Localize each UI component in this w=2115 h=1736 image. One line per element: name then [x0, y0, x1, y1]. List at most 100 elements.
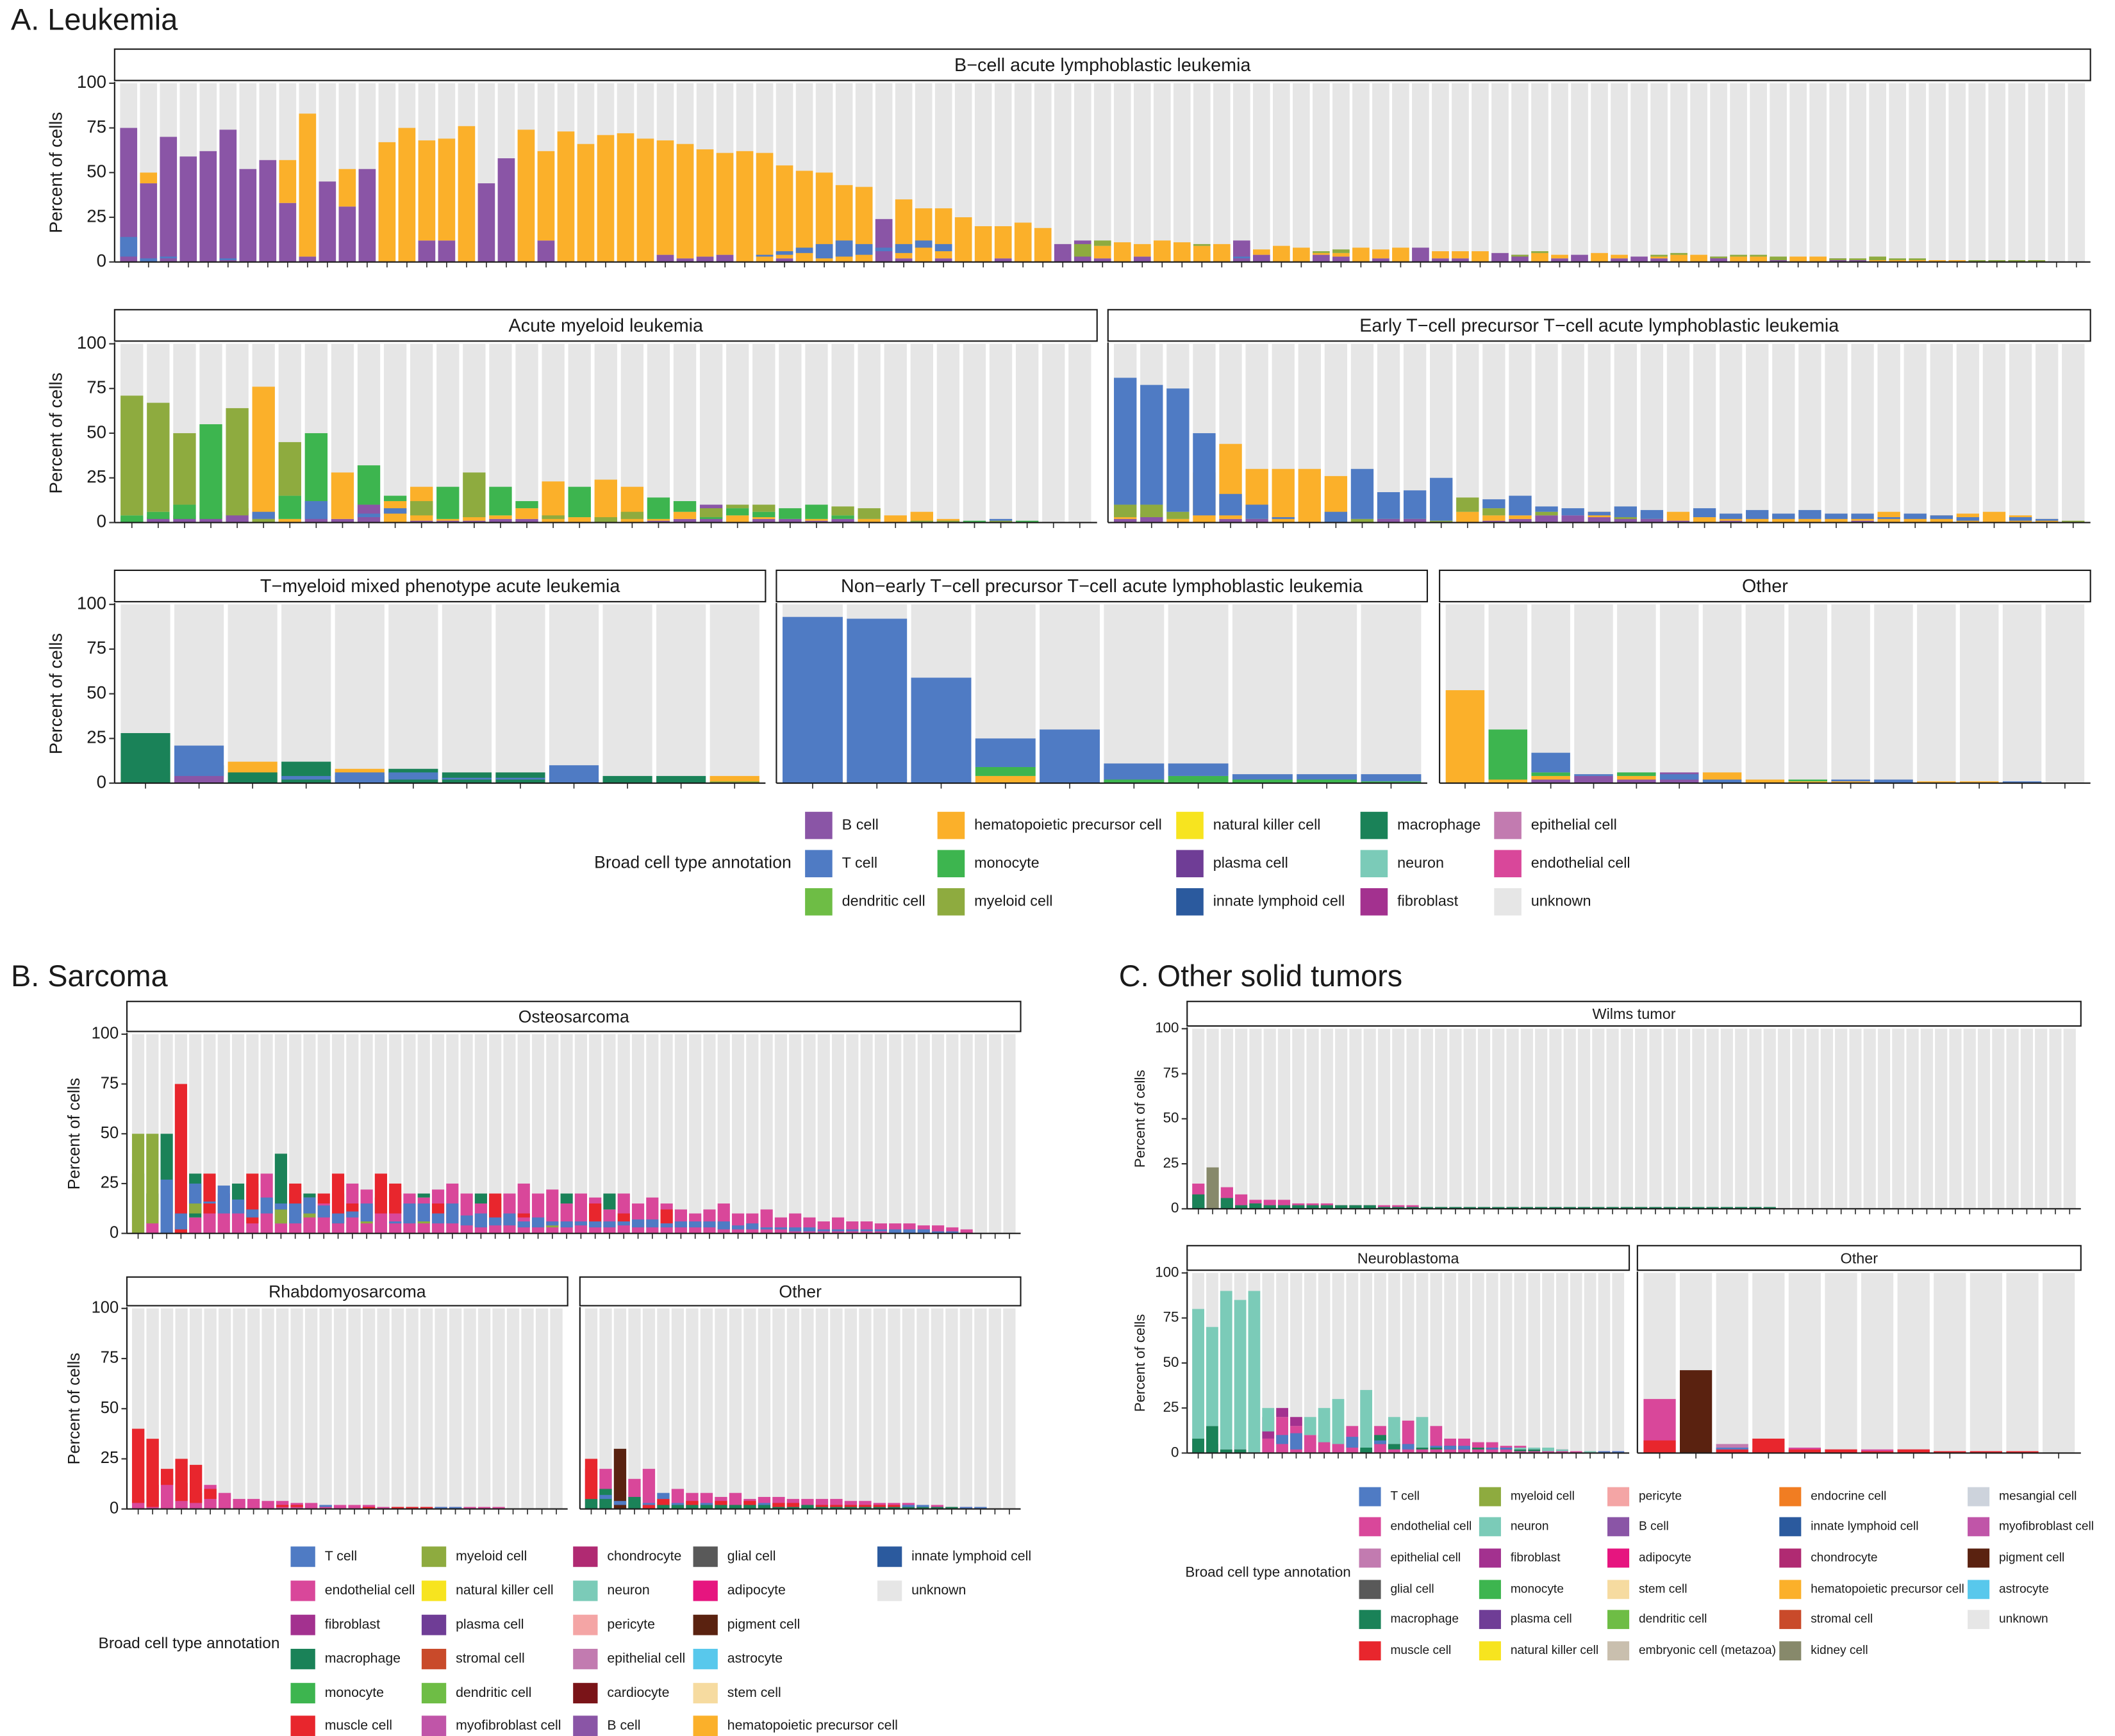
- bar-segment: [1735, 1207, 1748, 1209]
- bar-segment: [1877, 511, 1900, 523]
- bar-segment: [1588, 511, 1611, 516]
- bar-segment: [1445, 690, 1485, 784]
- unknown-fill: [247, 1308, 260, 1509]
- unknown-fill: [1650, 83, 1668, 262]
- bar-segment: [1245, 504, 1268, 519]
- unknown-fill: [1877, 1029, 1891, 1209]
- unknown-fill: [2035, 1029, 2048, 1209]
- bar-segment: [1531, 779, 1570, 784]
- bar-segment: [858, 518, 881, 523]
- bar-segment: [1809, 256, 1827, 262]
- y-tick-label: 100: [92, 1299, 119, 1317]
- legend-label: natural killer cell: [456, 1582, 554, 1598]
- bar-segment: [731, 1213, 745, 1234]
- bar-segment: [1693, 517, 1716, 523]
- bar-segment: [278, 518, 301, 523]
- bar-segment: [1677, 1207, 1691, 1209]
- unknown-fill: [1749, 1029, 1762, 1209]
- unknown-fill: [1877, 343, 1900, 523]
- bar-segment: [199, 151, 217, 262]
- bar-segment: [1193, 433, 1216, 516]
- strip-title: Rhabdomyosarcoma: [269, 1282, 426, 1301]
- bar-segment: [1458, 1446, 1470, 1450]
- bar-segment: [335, 772, 385, 784]
- bar-segment: [689, 1221, 702, 1228]
- bar-segment: [1492, 1207, 1505, 1209]
- bar-segment: [278, 442, 301, 496]
- y-tick-label: 0: [1171, 1444, 1179, 1460]
- bar-segment: [303, 1197, 316, 1214]
- bar-segment: [1034, 227, 1052, 262]
- unknown-fill: [1772, 343, 1795, 523]
- legend-label: T cell: [325, 1548, 357, 1564]
- bar-segment: [1851, 520, 1874, 523]
- bar-segment: [489, 518, 512, 523]
- bar-segment: [391, 1507, 404, 1509]
- legend-label: natural killer cell: [1213, 816, 1321, 832]
- y-tick-label: 75: [87, 377, 106, 397]
- bar-segment: [1304, 1417, 1316, 1435]
- bar-segment: [700, 1492, 713, 1509]
- bar-segment: [120, 515, 144, 523]
- legend-swatch: [693, 1614, 718, 1635]
- legend-swatch: [937, 888, 965, 916]
- bar-segment: [517, 1213, 530, 1218]
- unknown-fill: [2049, 1029, 2062, 1209]
- unknown-fill: [1930, 343, 1953, 523]
- bar-segment: [1666, 511, 1690, 521]
- bar-segment: [1206, 1426, 1218, 1453]
- bar-segment: [1332, 249, 1350, 253]
- legend-label: myeloid cell: [1511, 1490, 1575, 1503]
- bar-segment: [874, 1223, 887, 1234]
- unknown-fill: [1598, 1273, 1611, 1453]
- bar-segment: [795, 170, 813, 262]
- bar-segment: [1509, 518, 1532, 523]
- bar-segment: [389, 1221, 402, 1224]
- bar-segment: [989, 520, 1013, 523]
- bar-segment: [252, 386, 275, 523]
- bar-segment: [357, 513, 381, 518]
- unknown-fill: [1809, 83, 1827, 262]
- legend-label: innate lymphoid cell: [1213, 892, 1345, 909]
- unknown-fill: [1074, 83, 1091, 262]
- legend-swatch: [1176, 888, 1204, 916]
- bar-segment: [1482, 499, 1505, 509]
- unknown-fill: [1304, 1273, 1316, 1453]
- bar-segment: [846, 1229, 859, 1232]
- bar-segment: [261, 1501, 274, 1509]
- unknown-fill: [1320, 1029, 1333, 1209]
- bar-segment: [160, 136, 178, 262]
- bar-segment: [338, 206, 356, 262]
- bar-segment: [2035, 518, 2059, 521]
- bar-segment: [594, 479, 617, 519]
- bar-segment: [1452, 251, 1469, 259]
- unknown-fill: [290, 1308, 303, 1509]
- legend-label: epithelial cell: [607, 1651, 685, 1666]
- y-tick-label: 100: [77, 593, 106, 613]
- bar-segment: [743, 1501, 756, 1505]
- bar-segment: [902, 1507, 915, 1509]
- unknown-fill: [1851, 343, 1874, 523]
- unknown-fill: [974, 1308, 987, 1509]
- unknown-fill: [1430, 1273, 1443, 1453]
- bar-segment: [963, 520, 986, 523]
- unknown-fill: [204, 1308, 217, 1509]
- bar-segment: [786, 1507, 800, 1509]
- y-axis-label: Percent of cells: [46, 372, 66, 493]
- unknown-fill: [1917, 604, 1956, 784]
- unknown-fill: [589, 1034, 602, 1234]
- unknown-fill: [403, 1034, 416, 1234]
- bar-segment: [1670, 252, 1688, 255]
- bar-segment: [1535, 511, 1558, 516]
- unknown-fill: [1392, 83, 1409, 262]
- bar-segment: [1140, 504, 1163, 518]
- unknown-fill: [1617, 604, 1656, 784]
- unknown-fill: [1232, 83, 1250, 262]
- bar-segment: [746, 1223, 759, 1230]
- bar-segment: [218, 1492, 231, 1509]
- bar-segment: [1406, 1207, 1419, 1209]
- y-tick-label: 75: [87, 117, 106, 136]
- bar-segment: [420, 1507, 433, 1509]
- legend-swatch: [805, 888, 833, 916]
- bar-segment: [1869, 260, 1887, 262]
